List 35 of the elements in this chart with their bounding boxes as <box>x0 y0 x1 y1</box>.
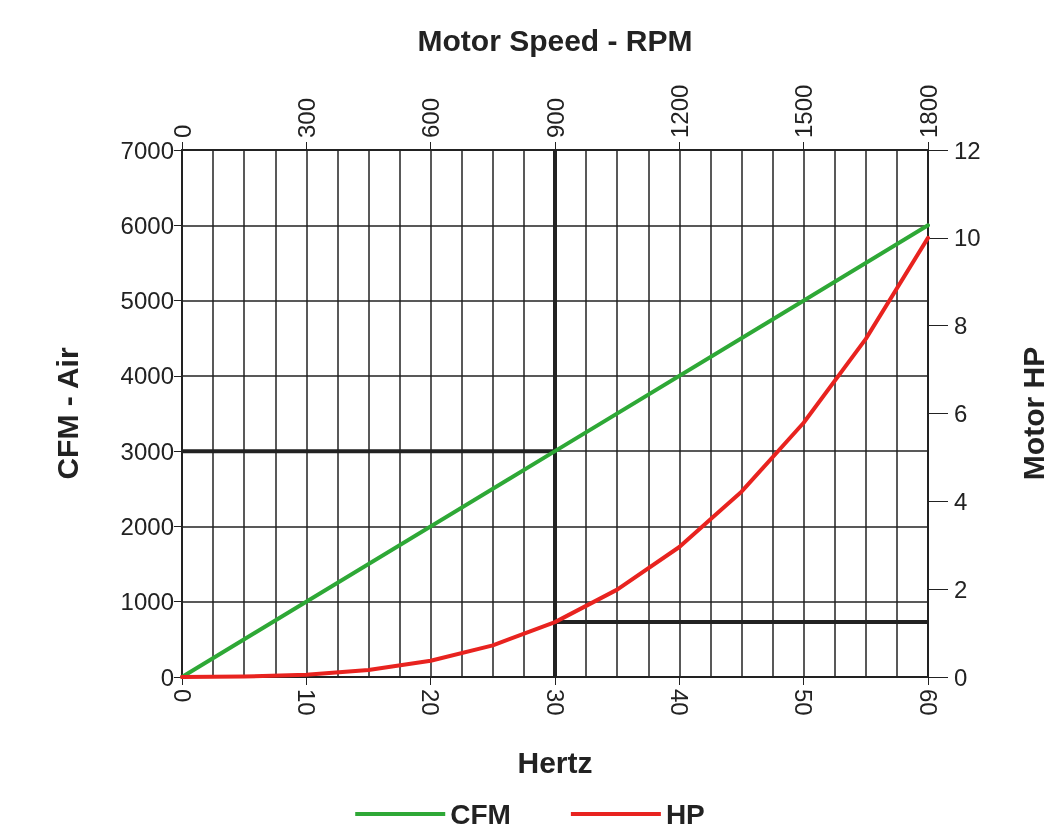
y2-tick-label: 4 <box>954 487 968 515</box>
y-tick-label: 4000 <box>120 362 174 390</box>
y2-tick-label: 0 <box>954 663 968 691</box>
x-tick-label: 20 <box>417 689 445 716</box>
y-axis-title: CFM - Air <box>50 347 84 480</box>
x2-tick-label: 300 <box>292 97 320 138</box>
y2-axis-title: Motor HP <box>1016 346 1050 481</box>
x2-tick-label: 1500 <box>790 84 818 138</box>
y-tick-label: 2000 <box>120 512 174 540</box>
y2-tick-label: 12 <box>954 136 981 164</box>
x-tick-label: 0 <box>168 689 196 703</box>
y2-tick-label: 6 <box>954 400 968 427</box>
x-tick-label: 30 <box>541 689 569 716</box>
x2-tick-label: 1200 <box>665 84 693 138</box>
y-tick-label: 5000 <box>120 287 174 315</box>
legend-label: HP <box>665 798 705 830</box>
legend-label: CFM <box>450 798 511 830</box>
x-tick-label: 10 <box>292 689 320 716</box>
x-tick-label: 60 <box>914 689 942 716</box>
y-tick-label: 7000 <box>120 136 174 164</box>
y-tick-label: 3000 <box>120 437 174 465</box>
y2-tick-label: 10 <box>954 224 981 252</box>
y2-tick-label: 8 <box>954 312 968 340</box>
x-tick-label: 50 <box>790 689 818 716</box>
y-tick-label: 1000 <box>120 588 174 616</box>
x2-tick-label: 0 <box>168 124 196 138</box>
x2-axis-title: Motor Speed - RPM <box>417 23 693 57</box>
x-axis-title: Hertz <box>517 745 593 779</box>
y-tick-label: 0 <box>160 663 174 691</box>
x2-tick-label: 900 <box>541 97 569 138</box>
y2-tick-label: 2 <box>954 575 968 603</box>
y-tick-label: 6000 <box>120 211 174 239</box>
x2-tick-label: 1800 <box>914 84 942 138</box>
x2-tick-label: 600 <box>417 97 445 138</box>
x-tick-label: 40 <box>665 689 693 716</box>
